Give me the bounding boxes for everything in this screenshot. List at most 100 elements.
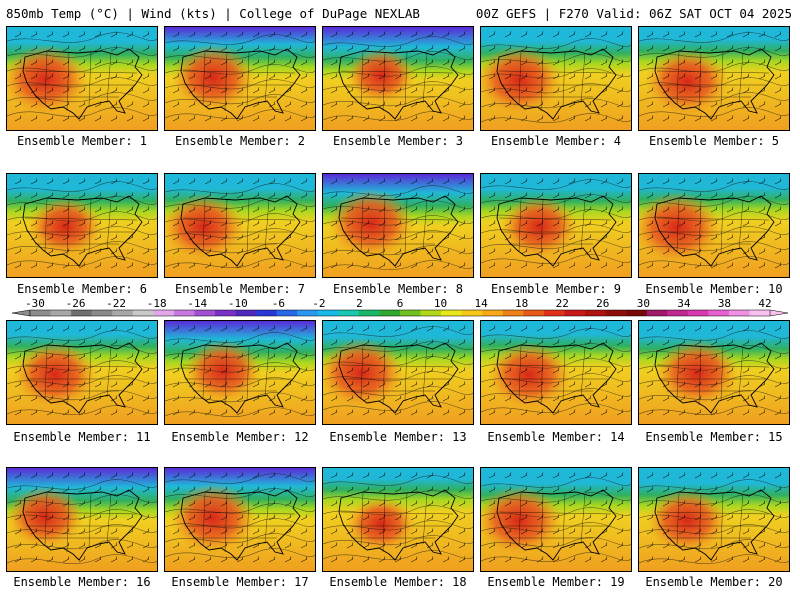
wind-barb bbox=[584, 101, 592, 108]
wind-barb bbox=[204, 528, 212, 535]
wind-barb bbox=[362, 353, 370, 360]
wind-barb bbox=[646, 87, 654, 94]
state-border bbox=[404, 198, 408, 255]
wind-barb bbox=[742, 381, 750, 388]
wind-barb bbox=[204, 115, 212, 122]
wind-barb bbox=[568, 262, 576, 269]
wind-barb bbox=[94, 234, 102, 241]
wind-barb bbox=[694, 353, 702, 360]
wind-barb bbox=[94, 367, 102, 374]
wind-barb bbox=[394, 87, 402, 94]
wind-barb bbox=[758, 353, 766, 360]
country-outline bbox=[496, 342, 617, 414]
wind-barb bbox=[252, 45, 260, 52]
wind-barb bbox=[346, 248, 354, 255]
wind-barb bbox=[458, 115, 466, 122]
wind-barb bbox=[188, 73, 196, 80]
wind-barb bbox=[252, 486, 260, 493]
wind-barb bbox=[536, 556, 544, 563]
ensemble-member-map bbox=[322, 173, 474, 278]
wind-barb bbox=[774, 556, 782, 563]
wind-barb bbox=[220, 367, 228, 374]
wind-barb bbox=[46, 500, 54, 507]
state-border bbox=[518, 50, 522, 106]
colorbar-segment bbox=[461, 310, 483, 316]
wind-barb bbox=[284, 409, 292, 416]
wind-barb bbox=[726, 514, 734, 521]
wind-barb bbox=[172, 353, 180, 360]
wind-barb bbox=[616, 542, 624, 549]
wind-barb bbox=[774, 486, 782, 493]
height-contour bbox=[7, 330, 157, 341]
wind-barb bbox=[600, 381, 608, 388]
height-contour bbox=[639, 330, 789, 341]
wind-barb bbox=[236, 486, 244, 493]
member-label: Ensemble Member: 15 bbox=[645, 430, 783, 444]
wind-barb bbox=[426, 395, 434, 402]
wind-barb bbox=[742, 87, 750, 94]
wind-barb bbox=[300, 45, 308, 52]
state-border bbox=[360, 50, 364, 106]
temperature-field bbox=[7, 27, 157, 130]
state-border bbox=[44, 50, 48, 106]
wind-barb bbox=[204, 248, 212, 255]
wind-barb bbox=[14, 409, 22, 416]
wind-barb bbox=[488, 486, 496, 493]
country-outline bbox=[654, 489, 775, 561]
wind-barb bbox=[694, 31, 702, 38]
state-border bbox=[360, 344, 364, 400]
state-border bbox=[382, 198, 386, 259]
wind-barb bbox=[362, 381, 370, 388]
ensemble-member-map bbox=[322, 320, 474, 425]
wind-barb bbox=[646, 381, 654, 388]
wind-barb bbox=[458, 87, 466, 94]
wind-barb bbox=[662, 115, 670, 122]
wind-barb bbox=[662, 409, 670, 416]
wind-barb bbox=[330, 556, 338, 563]
wind-barb bbox=[646, 101, 654, 108]
height-contour bbox=[7, 375, 157, 386]
wind-barb bbox=[726, 367, 734, 374]
wind-barb bbox=[758, 73, 766, 80]
wind-barb bbox=[394, 248, 402, 255]
height-contour bbox=[165, 94, 315, 105]
wind-barb bbox=[252, 528, 260, 535]
colorbar-tick-label: -6 bbox=[272, 297, 285, 310]
wind-barb bbox=[568, 31, 576, 38]
wind-barb bbox=[188, 31, 196, 38]
state-border bbox=[518, 491, 522, 547]
wind-barb bbox=[662, 206, 670, 213]
colorbar-segment bbox=[358, 310, 380, 316]
height-contour bbox=[639, 256, 789, 266]
wind-barb bbox=[300, 178, 308, 185]
wind-barb bbox=[678, 220, 686, 227]
wind-barb bbox=[78, 500, 86, 507]
colorbar-tick-label: 2 bbox=[356, 297, 363, 310]
wind-barb bbox=[536, 101, 544, 108]
wind-barb bbox=[678, 248, 686, 255]
height-contour bbox=[7, 539, 157, 550]
wind-barb bbox=[94, 528, 102, 535]
wind-barb bbox=[458, 514, 466, 521]
height-contour bbox=[7, 211, 157, 222]
wind-barb bbox=[236, 556, 244, 563]
wind-barb bbox=[584, 45, 592, 52]
wind-barb bbox=[300, 59, 308, 66]
wind-barb bbox=[300, 514, 308, 521]
colorbar-tick-label: 30 bbox=[637, 297, 650, 310]
wind-barb bbox=[284, 73, 292, 80]
wind-barb bbox=[394, 486, 402, 493]
wind-barb bbox=[284, 500, 292, 507]
wind-barb bbox=[110, 59, 118, 66]
wind-barb bbox=[172, 500, 180, 507]
wind-barb bbox=[710, 339, 718, 346]
wind-barb bbox=[346, 339, 354, 346]
wind-barb bbox=[300, 409, 308, 416]
state-border bbox=[676, 197, 680, 253]
wind-barb bbox=[30, 528, 38, 535]
wind-barb bbox=[220, 500, 228, 507]
state-border bbox=[580, 493, 586, 545]
wind-barb bbox=[172, 367, 180, 374]
wind-barb bbox=[520, 409, 528, 416]
wind-barb bbox=[774, 220, 782, 227]
